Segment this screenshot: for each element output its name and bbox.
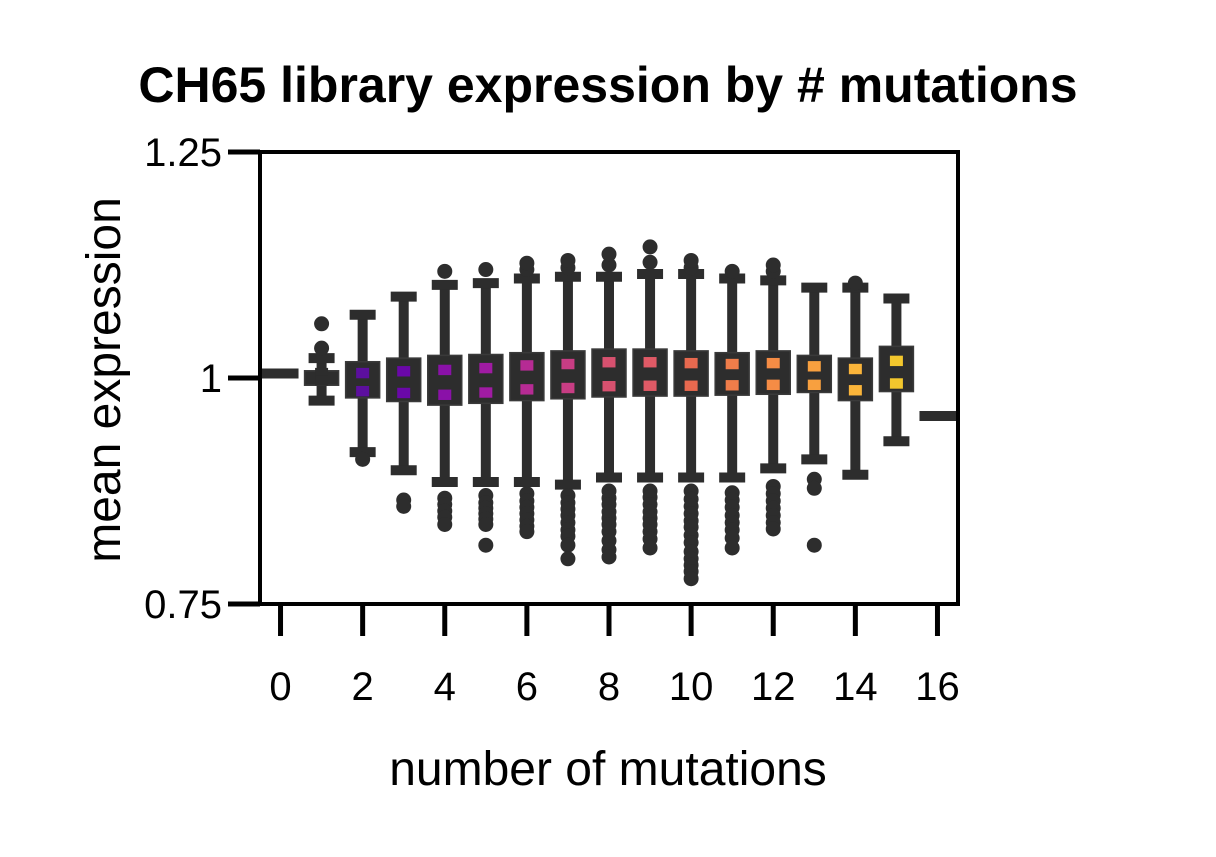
- box-marker-upper-8: [602, 357, 616, 368]
- box-marker-upper-10: [684, 357, 698, 369]
- x-axis-label: number of mutations: [389, 743, 827, 796]
- outlier-point-11-7: [724, 540, 740, 556]
- outlier-point-11-8: [724, 263, 740, 279]
- x-tick-label-0: 0: [269, 665, 291, 709]
- outlier-point-2-0: [355, 451, 371, 467]
- box-marker-upper-9: [643, 357, 657, 368]
- box-marker-lower-13: [807, 379, 821, 391]
- box-marker-lower-6: [520, 384, 534, 395]
- box-marker-upper-12: [766, 357, 780, 369]
- outlier-point-14-0: [847, 275, 863, 291]
- outlier-point-5-5: [478, 516, 494, 532]
- x-tick-label-7: 14: [833, 665, 878, 709]
- box-marker-lower-7: [561, 382, 575, 394]
- box-marker-upper-11: [725, 358, 739, 370]
- outlier-point-8-9: [601, 549, 617, 565]
- y-tick-label-1: 1: [200, 357, 222, 401]
- box-marker-lower-2: [356, 385, 370, 397]
- x-tick-label-1: 2: [352, 665, 374, 709]
- outlier-point-9-9: [642, 254, 658, 270]
- box-marker-upper-5: [479, 362, 493, 374]
- outlier-point-4-5: [437, 263, 453, 279]
- y-axis-label: mean expression: [78, 197, 131, 563]
- x-tick-label-3: 6: [516, 665, 538, 709]
- outlier-point-10-14: [683, 252, 699, 268]
- box-marker-lower-8: [602, 380, 616, 392]
- box-marker-upper-4: [438, 364, 452, 376]
- box-marker-lower-1: [315, 375, 329, 386]
- outlier-point-4-4: [437, 516, 453, 532]
- box-marker-lower-5: [479, 387, 493, 398]
- outlier-point-13-1: [806, 480, 822, 496]
- y-tick-label-2: 1.25: [144, 131, 222, 175]
- axes: 0.75 1 1.25 0 2 4 6 8 10 12 14 16: [144, 131, 960, 709]
- box-marker-upper-13: [807, 361, 821, 372]
- outlier-point-5-6: [478, 537, 494, 553]
- outlier-point-7-8: [560, 551, 576, 567]
- chart-title: CH65 library expression by # mutations: [138, 57, 1077, 113]
- box-marker-upper-1: [315, 367, 329, 379]
- box-marker-upper-7: [561, 358, 575, 370]
- outlier-point-1-1: [314, 316, 330, 332]
- y-tick-label-0: 0.75: [144, 583, 222, 627]
- box-marker-upper-6: [520, 360, 534, 371]
- box-marker-upper-15: [889, 355, 903, 367]
- box-marker-lower-9: [643, 380, 657, 391]
- outlier-point-9-10: [642, 239, 658, 255]
- box-marker-lower-4: [438, 389, 452, 400]
- box-5: [468, 353, 504, 405]
- box-marker-lower-10: [684, 380, 698, 391]
- outlier-point-12-8: [765, 257, 781, 273]
- outlier-point-6-6: [519, 524, 535, 540]
- outlier-point-1-0: [314, 340, 330, 356]
- x-tick-label-6: 12: [751, 665, 796, 709]
- box-marker-lower-15: [889, 378, 903, 389]
- box-marker-upper-3: [397, 366, 411, 377]
- box-marker-lower-3: [397, 387, 411, 399]
- box-marker-lower-14: [848, 385, 862, 396]
- outlier-point-7-7: [560, 537, 576, 553]
- outlier-point-3-1: [396, 498, 412, 514]
- outlier-point-10-12: [683, 571, 699, 587]
- outlier-point-5-7: [478, 262, 494, 278]
- outlier-point-6-8: [519, 255, 535, 271]
- x-tick-label-5: 10: [669, 665, 714, 709]
- box-marker-lower-12: [766, 379, 780, 391]
- outlier-point-8-11: [601, 246, 617, 262]
- box-marker-upper-2: [356, 367, 370, 379]
- outlier-point-13-2: [806, 537, 822, 553]
- x-tick-label-8: 16: [915, 665, 960, 709]
- box-marker-lower-11: [725, 380, 739, 391]
- plot-area: [260, 239, 958, 587]
- outlier-point-9-8: [642, 540, 658, 556]
- box-marker-upper-14: [848, 363, 862, 375]
- x-tick-label-2: 4: [434, 665, 456, 709]
- outlier-point-12-6: [765, 521, 781, 537]
- outlier-point-8-10: [601, 257, 617, 273]
- outlier-point-7-10: [560, 252, 576, 268]
- x-tick-label-4: 8: [598, 665, 620, 709]
